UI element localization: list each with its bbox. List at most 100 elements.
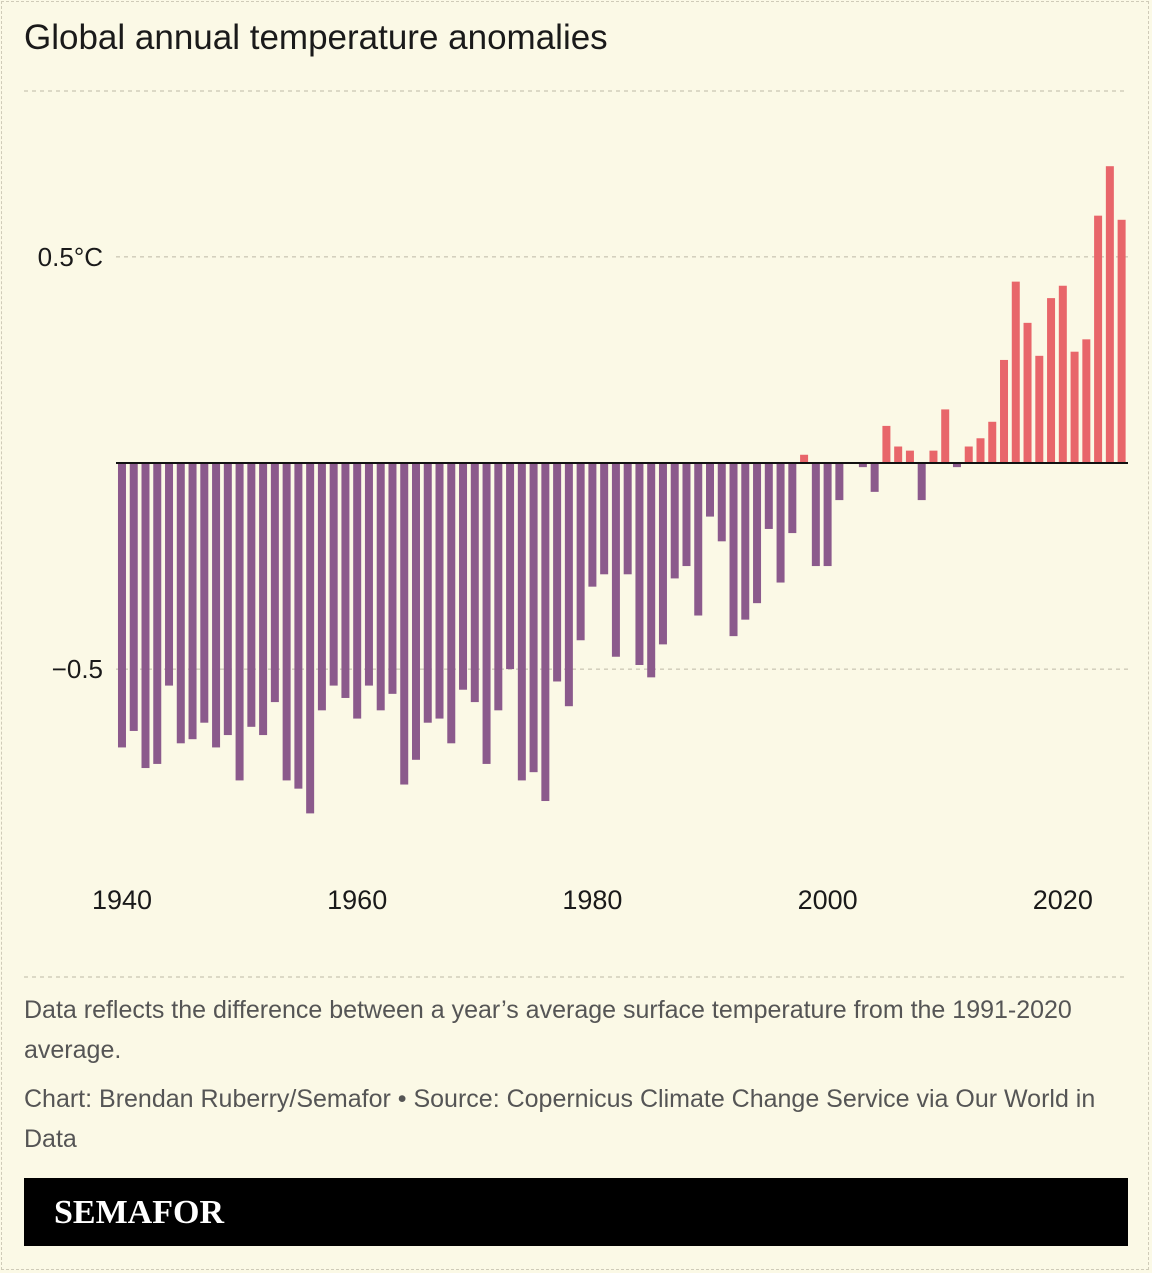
bar [670, 463, 679, 579]
bar [611, 463, 620, 657]
bar [165, 463, 174, 686]
bar [282, 463, 291, 781]
bar [235, 463, 244, 781]
bar [470, 463, 479, 703]
bar [176, 463, 185, 744]
y-tick-label: 0.5°C [38, 242, 103, 272]
bar [541, 463, 550, 802]
bar [1023, 322, 1032, 463]
x-tick-label: 2000 [798, 885, 858, 915]
brand-bar: SEMAFOR [24, 1178, 1128, 1246]
bar [623, 463, 632, 575]
bar [259, 463, 268, 736]
bar [364, 463, 373, 686]
bar [270, 463, 279, 703]
x-tick-label: 2020 [1033, 885, 1093, 915]
bar [411, 463, 420, 760]
bar [459, 463, 468, 690]
bar [506, 463, 515, 670]
bar [858, 463, 867, 468]
bar [317, 463, 326, 711]
bar [341, 463, 350, 698]
bar [188, 463, 197, 740]
bar [212, 463, 221, 748]
bar [117, 463, 126, 748]
bar [717, 463, 726, 542]
bar [223, 463, 232, 736]
bar [435, 463, 444, 719]
bar [941, 409, 950, 463]
bar [1082, 339, 1091, 463]
bar [788, 463, 797, 534]
bar [200, 463, 209, 723]
bar [976, 438, 985, 463]
bar [905, 450, 914, 463]
bar [635, 463, 644, 665]
bar [800, 454, 809, 463]
bar [600, 463, 609, 575]
bar [964, 446, 973, 463]
bar [564, 463, 573, 707]
bar [811, 463, 820, 567]
bar [388, 463, 397, 694]
bar [329, 463, 338, 686]
bar [894, 446, 903, 463]
bar [647, 463, 656, 678]
bar [306, 463, 315, 814]
bar [706, 463, 715, 517]
bar [658, 463, 667, 645]
bar [141, 463, 150, 769]
x-tick-label: 1940 [92, 885, 152, 915]
bar [247, 463, 256, 727]
bar [823, 463, 832, 567]
bar [447, 463, 456, 744]
bar [1000, 359, 1009, 463]
bar [423, 463, 432, 723]
source: Chart: Brendan Ruberry/Semafor • Source:… [24, 1085, 1096, 1153]
bar [529, 463, 538, 773]
bar [376, 463, 385, 711]
bar [988, 421, 997, 463]
brand: SEMAFOR [54, 1194, 224, 1231]
bar [682, 463, 691, 567]
bar [929, 450, 938, 463]
bar [741, 463, 750, 620]
bar [753, 463, 762, 604]
bar [400, 463, 409, 785]
bar [1117, 219, 1126, 463]
bar [576, 463, 585, 641]
bar [882, 425, 891, 463]
bar [1070, 351, 1079, 463]
bar [494, 463, 503, 711]
bar [153, 463, 162, 764]
bar [952, 463, 961, 468]
bar [1058, 285, 1067, 463]
bar [1047, 298, 1056, 463]
bar [1011, 281, 1020, 463]
bar [764, 463, 773, 529]
bar [588, 463, 597, 587]
bar [353, 463, 362, 719]
x-tick-label: 1960 [327, 885, 387, 915]
bar [482, 463, 491, 764]
x-tick-label: 1980 [562, 885, 622, 915]
bar [776, 463, 785, 583]
y-tick-label: −0.5 [52, 654, 103, 684]
bar [917, 463, 926, 501]
bar [1035, 355, 1044, 463]
bar [1105, 166, 1114, 463]
note: Data reflects the difference between a y… [24, 996, 1072, 1064]
bar [517, 463, 526, 781]
bar [870, 463, 879, 492]
bar [553, 463, 562, 682]
bar [294, 463, 303, 789]
bar [1094, 215, 1103, 463]
bar [729, 463, 738, 637]
bar [129, 463, 138, 731]
chart-title: Global annual temperature anomalies [24, 18, 608, 57]
bar [694, 463, 703, 616]
bar [835, 463, 844, 501]
